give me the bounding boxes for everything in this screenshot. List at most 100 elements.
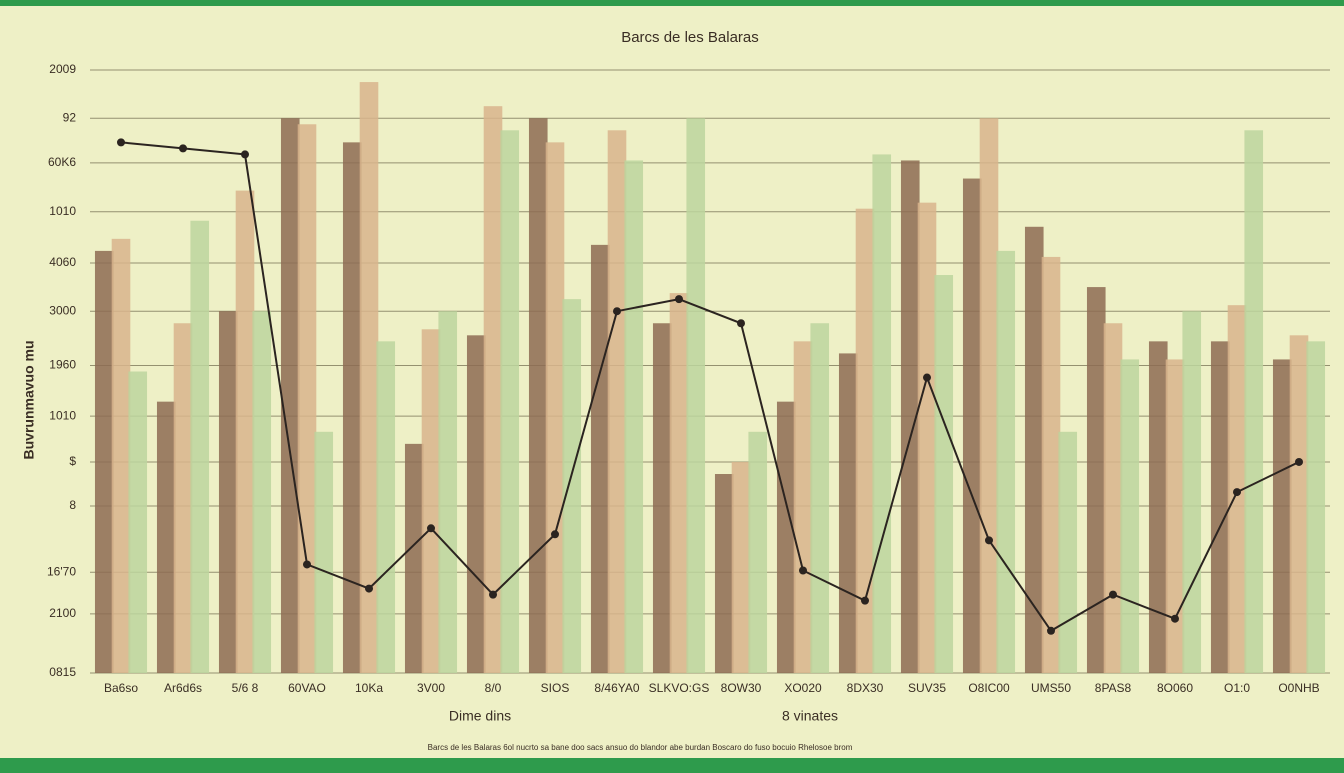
bar: [342, 142, 362, 674]
y-tick-label: 8: [69, 498, 76, 512]
bar: [421, 329, 441, 673]
x-tick-label: XO020: [784, 681, 822, 695]
bar: [872, 154, 892, 674]
y-axis-label: Buvrunmavuo mu: [21, 340, 37, 459]
y-tick-label: 2100: [49, 606, 76, 620]
line-point: [241, 150, 249, 159]
bar: [793, 341, 813, 673]
bar: [1024, 226, 1044, 673]
x-tick-label: O0NHB: [1278, 681, 1319, 695]
bar: [838, 353, 858, 673]
x-tick-label: 8/0: [485, 681, 502, 695]
y-tick-label: $: [69, 454, 76, 468]
x-tick-label: O8IC00: [968, 681, 1010, 695]
bar: [962, 178, 982, 674]
bar: [545, 142, 565, 674]
bar: [652, 323, 672, 673]
bar: [1272, 359, 1292, 673]
bar: [314, 431, 334, 673]
x-tick-label: O1:0: [1224, 681, 1250, 695]
line-point: [1109, 590, 1117, 599]
line-point: [365, 584, 373, 593]
bar: [528, 118, 548, 674]
bar: [1120, 359, 1140, 673]
bar: [280, 118, 300, 674]
bar: [111, 238, 131, 673]
y-tick-label: 2009: [49, 62, 76, 76]
x-tick-label: 3V00: [417, 681, 445, 695]
line-point: [613, 307, 621, 316]
line-point: [1047, 626, 1055, 635]
bar: [748, 431, 768, 673]
bar: [731, 461, 751, 673]
bar: [1103, 323, 1123, 673]
x-tick-label: 8PAS8: [1095, 681, 1132, 695]
line-point: [923, 373, 931, 382]
footer: Barcs de les Balaras 6ol nucrto sa bane …: [428, 743, 853, 752]
x-tick-label: 5/6 8: [232, 681, 259, 695]
x-axis-label: Dime dins: [449, 708, 511, 724]
x-tick-label: SUV35: [908, 681, 946, 695]
bar: [900, 160, 920, 673]
bar: [1058, 431, 1078, 673]
bar: [1165, 359, 1185, 673]
bar: [934, 275, 954, 673]
bar: [252, 311, 272, 673]
x-tick-label: 10Ka: [355, 681, 383, 695]
bar: [562, 299, 582, 673]
line-point: [427, 524, 435, 533]
bar: [218, 311, 238, 673]
x-tick-label: Ba6so: [104, 681, 138, 695]
x-tick-label: 8OW30: [721, 681, 762, 695]
y-tick-label: 4060: [49, 255, 76, 269]
bar: [1306, 341, 1326, 673]
bar: [1210, 341, 1230, 673]
line-point: [117, 138, 125, 147]
x-tick-label: 8O060: [1157, 681, 1193, 695]
x-tick-label: SIOS: [541, 681, 570, 695]
line-point: [737, 319, 745, 328]
bar: [1289, 335, 1309, 673]
x-tick-label: SLKVO:GS: [649, 681, 710, 695]
bar: [1244, 130, 1264, 674]
bar: [404, 443, 424, 673]
bar: [438, 311, 458, 673]
bar: [1148, 341, 1168, 673]
y-tick-label: 60K6: [48, 155, 76, 169]
line-point: [303, 560, 311, 569]
bar: [714, 474, 734, 673]
bar: [466, 335, 486, 673]
line-point: [675, 295, 683, 304]
bar: [1086, 287, 1106, 673]
x-tick-label: Ar6d6s: [164, 681, 202, 695]
x-axis-label: 8 vinates: [782, 708, 838, 724]
y-tick-label: 92: [63, 110, 77, 124]
bar: [855, 208, 875, 673]
bar: [500, 130, 520, 674]
x-tick-label: UMS50: [1031, 681, 1071, 695]
bar: [669, 293, 689, 673]
bar: [297, 124, 317, 673]
bar: [810, 323, 830, 673]
x-tick-label: 8DX30: [847, 681, 884, 695]
bar: [686, 118, 706, 674]
y-tick-label: 0815: [49, 665, 76, 679]
bar: [996, 250, 1016, 673]
chart-title: Barcs de les Balaras: [621, 29, 759, 46]
bar: [376, 341, 396, 673]
line-point: [799, 566, 807, 575]
y-tick-label: 1010: [49, 204, 76, 218]
bar: [173, 323, 193, 673]
bar: [776, 401, 796, 673]
x-tick-label: 8/46YA0: [594, 681, 639, 695]
bar: [1182, 311, 1202, 673]
bar: [156, 401, 176, 673]
y-tick-label: 16'70: [47, 564, 76, 578]
line-point: [861, 596, 869, 605]
line-point: [1295, 457, 1303, 466]
bar: [483, 106, 503, 674]
bar: [624, 160, 644, 673]
y-tick-label: 1010: [49, 408, 76, 422]
bar: [128, 371, 148, 673]
